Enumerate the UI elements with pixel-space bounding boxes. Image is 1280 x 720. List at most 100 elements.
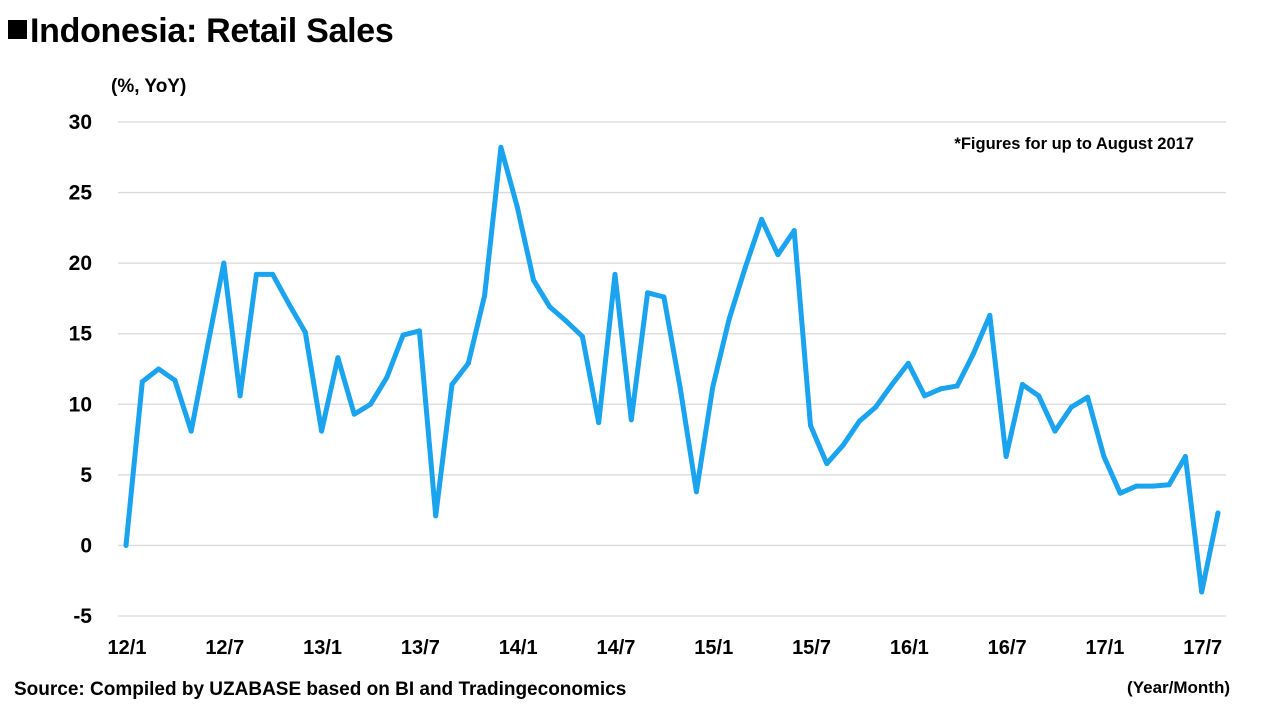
data-point	[579, 334, 585, 340]
y-tick-label: 25	[69, 182, 93, 205]
data-point	[1068, 404, 1074, 410]
data-point	[367, 401, 373, 407]
data-point	[742, 264, 748, 270]
data-point	[905, 360, 911, 366]
x-tick-label: 12/1	[108, 637, 147, 659]
data-point	[384, 374, 390, 380]
data-point	[351, 411, 357, 417]
data-point	[1003, 454, 1009, 460]
data-point	[596, 420, 602, 426]
x-tick-label: 12/7	[205, 637, 244, 659]
data-point	[628, 417, 634, 423]
data-point	[808, 422, 814, 428]
data-point	[954, 383, 960, 389]
chart-title: Indonesia: Retail Sales	[8, 12, 394, 51]
y-tick-label: 0	[80, 534, 92, 557]
data-point	[1182, 454, 1188, 460]
data-points	[123, 144, 1221, 595]
data-point	[677, 384, 683, 390]
x-tick-label: 17/1	[1085, 637, 1124, 659]
data-point	[465, 360, 471, 366]
data-point	[416, 328, 422, 334]
data-point	[645, 290, 651, 296]
y-tick-label: 10	[69, 393, 92, 416]
chart-note: *Figures for up to August 2017	[954, 135, 1194, 153]
square-bullet-icon	[8, 20, 27, 39]
data-point	[123, 542, 129, 548]
data-point	[1036, 393, 1042, 399]
data-point	[612, 271, 618, 277]
data-point	[547, 304, 553, 310]
data-point	[139, 379, 145, 385]
data-point	[726, 317, 732, 323]
x-tick-label: 15/1	[694, 637, 733, 659]
data-point	[889, 382, 895, 388]
data-point	[156, 366, 162, 372]
data-point	[335, 355, 341, 361]
data-point	[400, 332, 406, 338]
data-point	[319, 428, 325, 434]
data-point	[172, 377, 178, 383]
data-point	[971, 350, 977, 356]
data-point	[873, 404, 879, 410]
data-point	[661, 294, 667, 300]
data-point	[237, 393, 243, 399]
data-point	[1199, 589, 1205, 595]
data-point	[1117, 490, 1123, 496]
x-axis-ticks: 12/1 12/7 13/1 13/7 14/1 14/7 15/1 15/7 16/1 16/7…	[108, 637, 1223, 659]
data-point	[433, 513, 439, 519]
data-point	[530, 277, 536, 283]
y-tick-label: 30	[69, 111, 92, 134]
source-text: Source: Compiled by UZABASE based on BI …	[14, 679, 627, 700]
data-point	[1101, 454, 1107, 460]
data-point	[1085, 394, 1091, 400]
y-tick-label: 5	[80, 464, 92, 487]
data-point	[824, 461, 830, 467]
data-point	[840, 442, 846, 448]
data-point	[1134, 483, 1140, 489]
data-point	[1166, 482, 1172, 488]
data-point	[221, 260, 227, 266]
data-point	[922, 393, 928, 399]
data-point	[563, 318, 569, 324]
data-point	[710, 384, 716, 390]
x-tick-label: 15/7	[792, 637, 831, 659]
data-point	[253, 271, 259, 277]
data-point	[1215, 510, 1221, 516]
y-tick-label: 20	[69, 252, 92, 275]
x-tick-label: 16/1	[890, 637, 929, 659]
data-point	[1150, 483, 1156, 489]
series-line	[123, 144, 1221, 595]
data-point	[482, 293, 488, 299]
x-tick-label: 13/1	[303, 637, 342, 659]
data-point	[775, 252, 781, 258]
y-tick-label: -5	[73, 605, 92, 628]
data-point	[1019, 382, 1025, 388]
data-point	[791, 228, 797, 234]
data-point	[204, 343, 210, 349]
data-point	[987, 312, 993, 318]
y-axis-unit: (%, YoY)	[111, 76, 187, 97]
x-tick-label: 17/7	[1183, 637, 1222, 659]
data-point	[938, 386, 944, 392]
x-tick-label: 13/7	[401, 637, 440, 659]
data-point	[514, 204, 520, 210]
data-point	[449, 382, 455, 388]
y-axis-ticks: 30 25 20 15 10 5 0 -5	[69, 111, 93, 628]
x-axis-unit: (Year/Month)	[1127, 678, 1230, 697]
x-tick-label: 16/7	[988, 637, 1027, 659]
grid-lines	[118, 121, 1226, 617]
data-point	[856, 418, 862, 424]
x-tick-label: 14/7	[596, 637, 635, 659]
x-tick-label: 14/1	[499, 637, 538, 659]
data-point	[188, 428, 194, 434]
data-point	[759, 216, 765, 222]
data-point	[693, 489, 699, 495]
data-point	[302, 329, 308, 335]
chart-title-text: Indonesia: Retail Sales	[30, 12, 394, 50]
y-tick-label: 15	[69, 323, 93, 346]
data-point	[1052, 428, 1058, 434]
data-point	[286, 301, 292, 307]
data-point	[498, 144, 504, 150]
